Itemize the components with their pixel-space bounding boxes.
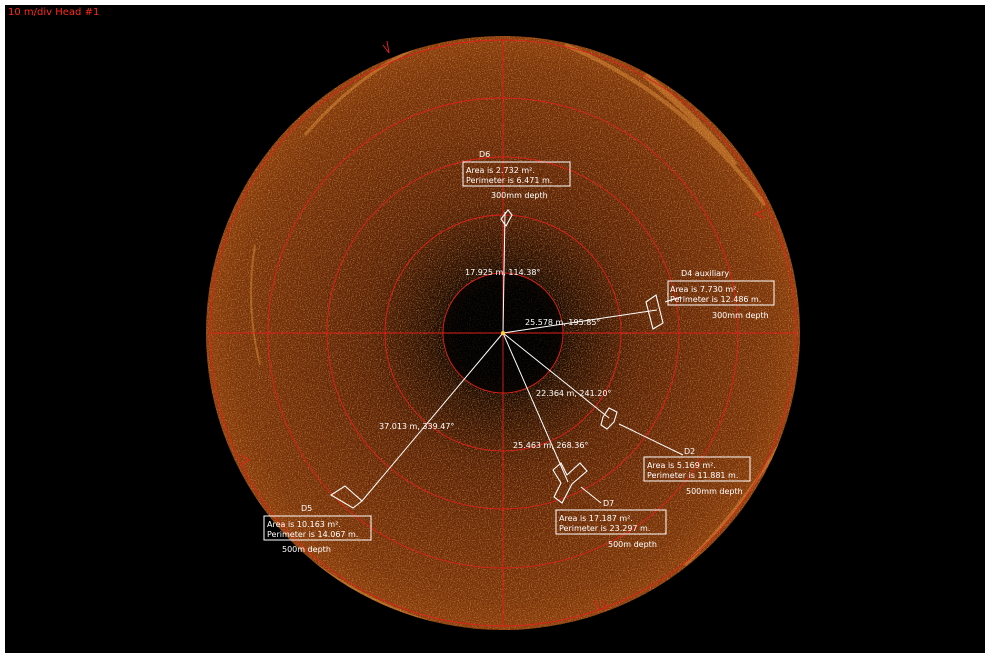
callout-d7-title: D7	[603, 499, 614, 508]
callout-d6-area: Area is 2.732 m².	[466, 166, 535, 175]
callout-d5-title: D5	[301, 504, 312, 513]
callout-d2[interactable]: D2 Area is 5.169 m². Perimeter is 11.881…	[643, 447, 751, 496]
readout-d7: 25.463 m, 268.36°	[513, 441, 588, 450]
callout-d6-box	[462, 161, 571, 187]
callout-d2-depth: 500mm depth	[686, 487, 743, 496]
callout-d6-depth: 300mm depth	[491, 191, 548, 200]
callout-d4-perimeter: Perimeter is 12.486 m.	[670, 295, 761, 304]
callout-d2-box	[643, 456, 751, 482]
callout-d2-perimeter: Perimeter is 11.881 m.	[647, 471, 738, 480]
callout-d2-area: Area is 5.169 m².	[647, 461, 716, 470]
marker-shape-d4[interactable]	[645, 294, 664, 330]
callout-d4-depth: 300mm depth	[712, 311, 769, 320]
callout-d2-title: D2	[684, 447, 695, 456]
readout-d4: 25.578 m, 195.85°	[525, 318, 600, 327]
bearing-ticks	[240, 40, 766, 611]
readout-d2: 22.364 m, 241.20°	[536, 389, 611, 398]
callout-d6-title: D6	[479, 150, 490, 159]
sonar-display[interactable]: 17.925 m, 114.38° 25.578 m, 195.85° 22.3…	[5, 5, 985, 653]
callout-d4-title: D4 auxiliary	[681, 269, 729, 278]
callout-d6-perimeter: Perimeter is 6.471 m.	[466, 176, 552, 185]
sonar-viewport[interactable]: 10 m/div Head #1	[5, 5, 985, 653]
callout-d5-box	[263, 515, 372, 541]
callout-d5-perimeter: Perimeter is 14.067 m.	[267, 530, 358, 539]
callout-d7-box	[555, 509, 667, 535]
sonar-head-center	[501, 331, 505, 335]
callout-d4[interactable]: D4 auxiliary Area is 7.730 m². Perimeter…	[667, 269, 775, 320]
marker-shape-d6[interactable]	[500, 209, 513, 228]
marker-shape-d7[interactable]	[552, 462, 588, 504]
callout-d7-depth: 500m depth	[608, 540, 657, 549]
callout-d5-depth: 500m depth	[282, 545, 331, 554]
callout-d4-area: Area is 7.730 m².	[670, 285, 739, 294]
callout-d5[interactable]: D5 Area is 10.163 m². Perimeter is 14.06…	[263, 504, 372, 554]
marker-shapes	[329, 209, 664, 509]
callout-d7[interactable]: D7 Area is 17.187 m². Perimeter is 23.29…	[555, 499, 667, 549]
callout-d6[interactable]: D6 Area is 2.732 m². Perimeter is 6.471 …	[462, 150, 571, 200]
range-rings	[209, 39, 797, 627]
callout-d7-perimeter: Perimeter is 23.297 m.	[559, 524, 650, 533]
callout-d4-box	[667, 280, 775, 306]
readout-d5: 37.013 m, 339.47°	[379, 422, 454, 431]
callout-d7-area: Area is 17.187 m².	[559, 514, 633, 523]
marker-shape-d5[interactable]	[329, 485, 363, 509]
scale-label: 10 m/div Head #1	[8, 7, 100, 18]
readout-d6: 17.925 m, 114.38°	[465, 268, 540, 277]
callout-d5-area: Area is 10.163 m².	[267, 520, 341, 529]
measurement-lines	[361, 211, 658, 502]
marker-shape-d2[interactable]	[600, 407, 618, 430]
